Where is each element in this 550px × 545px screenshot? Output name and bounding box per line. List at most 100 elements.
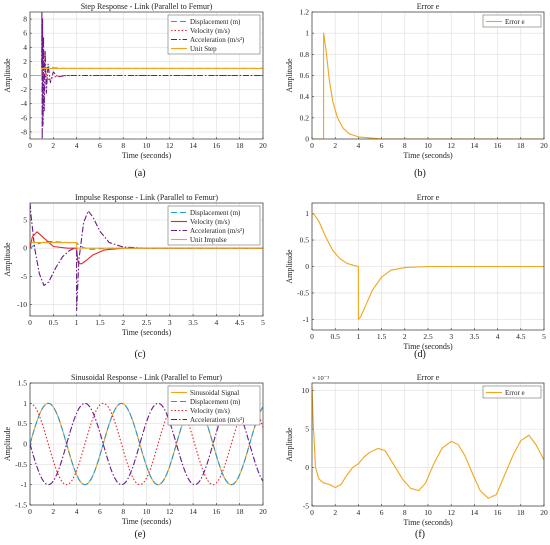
series-line — [30, 231, 263, 265]
x-tick-label: 18 — [236, 507, 244, 516]
panel-label: (c) — [134, 349, 145, 360]
x-tick-label: 4 — [75, 507, 79, 516]
legend: Displacement (m)Velocity (m/s)Accelerati… — [167, 205, 261, 246]
x-tick-label: 2.5 — [142, 318, 152, 327]
y-tick-label: 0 — [305, 463, 309, 472]
y-tick-label: 5 — [23, 215, 27, 224]
chart-b: 0 2 4 6 8 10 12 14 16 18 20 0 0.2 0.4 0.6 0.8 1 1.2 Error … — [285, 2, 548, 160]
y-tick-label: 0.6 — [300, 71, 310, 80]
x-tick-label: 16 — [494, 508, 502, 517]
x-tick-label: 0 — [28, 507, 32, 516]
legend-entry: Displacement (m) — [190, 18, 241, 26]
x-tick-label: 2 — [121, 318, 125, 327]
y-tick-label: 2 — [23, 57, 27, 66]
chart-title: Step Response - Link (Parallel to Femur) — [81, 2, 213, 11]
legend-entry: Displacement (m) — [190, 209, 241, 217]
panel-label: (f) — [415, 529, 425, 540]
x-tick-label: 14 — [471, 508, 479, 517]
chart-d: 0 0.5 1 1.5 2 2.5 3 3.5 4 4.5 5 -1 -0.5 0 0.5 1 Error e T… — [285, 193, 546, 351]
x-tick-label: 1 — [357, 332, 361, 341]
x-tick-label: 4 — [215, 318, 219, 327]
legend-entry: Velocity (m/s) — [190, 27, 231, 35]
axes-frame — [29, 382, 264, 506]
y-tick-label: -2 — [21, 85, 27, 94]
x-tick-label: 4 — [357, 508, 361, 517]
legend-entry: Acceleration (m/s²) — [190, 227, 245, 235]
axes-frame — [311, 11, 545, 140]
x-tick-label: 3.5 — [188, 318, 198, 327]
x-tick-label: 4 — [496, 332, 500, 341]
y-tick-label: 0 — [23, 71, 27, 80]
x-tick-label: 1.5 — [95, 318, 105, 327]
x-axis-label: Time (seconds) — [122, 328, 172, 337]
panel-label: (a) — [134, 168, 145, 179]
series-line — [30, 402, 263, 486]
x-tick-label: 10 — [424, 141, 432, 150]
y-tick-label: -0.5 — [15, 460, 27, 469]
y-tick-label: -8 — [21, 127, 27, 136]
y-tick-label: -4 — [21, 99, 27, 108]
x-axis-label: Time (seconds) — [403, 518, 453, 527]
legend-entry: Acceleration (m/s²) — [190, 416, 245, 424]
series-line — [312, 213, 544, 320]
x-tick-label: 0 — [28, 141, 32, 150]
x-tick-label: 10 — [424, 508, 432, 517]
y-tick-label: 0.4 — [300, 92, 310, 101]
x-tick-label: 12 — [166, 141, 174, 150]
x-tick-label: 2 — [403, 332, 407, 341]
chart-c: 0 0.5 1 1.5 2 2.5 3 3.5 4 4.5 5 -10 -5 0 5 Impulse Resp… — [3, 193, 265, 337]
axes-frame — [311, 202, 545, 331]
x-tick-label: 18 — [517, 508, 525, 517]
x-axis-label: Time (seconds) — [122, 151, 172, 160]
series-line — [30, 242, 263, 249]
y-axis-label: Amplitude — [3, 426, 12, 461]
y-axis-label: Amplitude — [3, 242, 12, 277]
y-tick-label: -5 — [303, 502, 309, 511]
x-tick-label: 12 — [447, 141, 455, 150]
legend-entry: Acceleration (m/s²) — [190, 36, 245, 44]
y-tick-label: 1.5 — [18, 379, 28, 388]
legend-box — [482, 14, 542, 28]
y-tick-label: 0.5 — [300, 236, 310, 245]
legend-entry: Unit Impulse — [190, 236, 227, 244]
series-group — [30, 402, 263, 486]
x-tick-label: 20 — [540, 508, 548, 517]
axes-frame — [29, 11, 264, 140]
y-tick-label: 0.8 — [300, 50, 310, 59]
y-tick-label: 10 — [302, 386, 310, 395]
x-tick-label: 0.5 — [49, 318, 59, 327]
x-tick-label: 6 — [98, 507, 102, 516]
y-tick-label: 5 — [305, 425, 309, 434]
y-tick-label: 0 — [305, 262, 309, 271]
legend: Error e — [482, 14, 542, 28]
x-tick-label: 2 — [51, 141, 55, 150]
axes-frame — [311, 382, 545, 507]
x-tick-label: 10 — [143, 141, 151, 150]
x-tick-label: 20 — [540, 141, 548, 150]
y-axis-label: Amplitude — [3, 58, 12, 93]
x-axis-label: Time (seconds) — [403, 342, 453, 351]
legend-entry: Velocity (m/s) — [190, 218, 231, 226]
series-line — [30, 67, 263, 77]
legend-entry: Error e — [505, 389, 525, 397]
y-tick-label: -0.5 — [297, 288, 309, 297]
x-tick-label: 0 — [310, 508, 314, 517]
series-group — [30, 203, 263, 311]
y-scale-label: × 10⁻³ — [312, 375, 329, 382]
panel-label: (e) — [134, 529, 145, 540]
x-axis-label: Time (seconds) — [122, 517, 172, 526]
series-line — [30, 402, 263, 486]
chart-title: Error e — [417, 193, 440, 202]
x-tick-label: 14 — [471, 141, 479, 150]
x-tick-label: 1 — [75, 318, 79, 327]
chart-title: Sinusoidal Response - Link (Parallel to … — [71, 373, 222, 382]
y-tick-label: 1.2 — [300, 8, 310, 17]
x-tick-label: 5 — [261, 318, 265, 327]
legend-box — [482, 385, 542, 399]
series-line — [312, 32, 544, 139]
panel-label: (b) — [414, 168, 426, 179]
series-group — [312, 386, 544, 499]
x-tick-label: 8 — [121, 141, 125, 150]
